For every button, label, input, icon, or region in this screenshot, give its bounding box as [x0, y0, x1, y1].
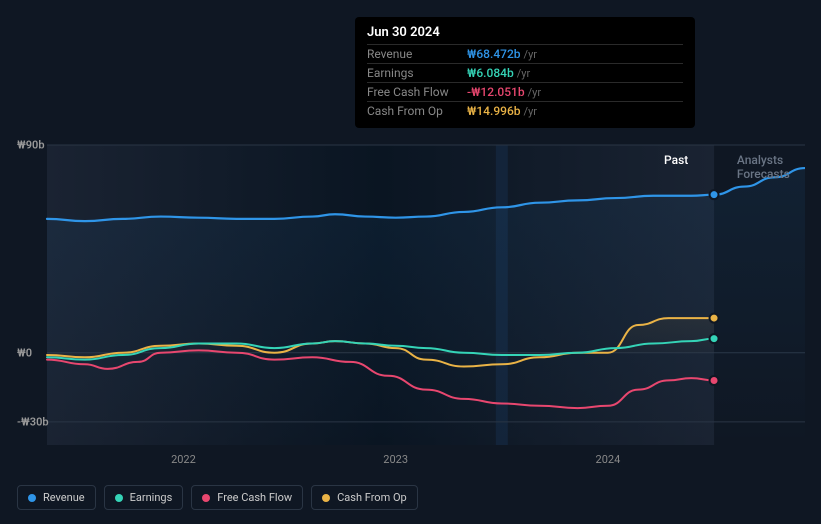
legend-dot: [322, 494, 330, 502]
tooltip: Jun 30 2024 Revenue₩68.472b/yrEarnings₩6…: [355, 17, 695, 128]
tooltip-metric-label: Revenue: [367, 47, 467, 61]
legend-label: Free Cash Flow: [217, 491, 292, 504]
y-axis-label: ₩0: [17, 346, 32, 359]
tooltip-row: Earnings₩6.084b/yr: [367, 63, 683, 82]
tooltip-metric-label: Free Cash Flow: [367, 85, 467, 99]
tooltip-metric-value: -₩12.051b: [467, 85, 525, 99]
legend-label: Revenue: [43, 491, 85, 504]
tooltip-suffix: /yr: [524, 105, 537, 118]
legend-item-earnings[interactable]: Earnings: [104, 485, 184, 510]
legend-item-cash-from-op[interactable]: Cash From Op: [311, 485, 418, 510]
tooltip-suffix: /yr: [517, 67, 530, 80]
tooltip-suffix: /yr: [528, 86, 541, 99]
tooltip-metric-label: Earnings: [367, 66, 467, 80]
legend-dot: [115, 494, 123, 502]
legend: Revenue Earnings Free Cash Flow Cash From O…: [17, 485, 418, 510]
tooltip-row: Revenue₩68.472b/yr: [367, 44, 683, 63]
tooltip-metric-value: ₩14.996b: [467, 104, 521, 118]
legend-item-revenue[interactable]: Revenue: [17, 485, 96, 510]
financials-chart: ₩90b₩0-₩30b202220232024PastAnalysts Fore…: [17, 125, 805, 445]
x-axis-label: 2022: [171, 453, 196, 466]
legend-label: Cash From Op: [337, 491, 407, 504]
region-label: Analysts Forecasts: [737, 153, 790, 181]
legend-dot: [202, 494, 210, 502]
legend-label: Earnings: [130, 491, 173, 504]
legend-item-free-cash-flow[interactable]: Free Cash Flow: [191, 485, 303, 510]
tooltip-date: Jun 30 2024: [367, 25, 683, 44]
tooltip-row: Free Cash Flow-₩12.051b/yr: [367, 82, 683, 101]
tooltip-metric-value: ₩68.472b: [467, 47, 521, 61]
tooltip-row: Cash From Op₩14.996b/yr: [367, 101, 683, 120]
region-label: Past: [664, 153, 688, 167]
tooltip-suffix: /yr: [524, 48, 537, 61]
x-axis-label: 2024: [596, 453, 621, 466]
y-axis-label: -₩30b: [17, 415, 49, 428]
tooltip-metric-value: ₩6.084b: [467, 66, 514, 80]
y-axis-label: ₩90b: [17, 139, 45, 152]
legend-dot: [28, 494, 36, 502]
tooltip-metric-label: Cash From Op: [367, 104, 467, 118]
x-axis-label: 2023: [383, 453, 408, 466]
